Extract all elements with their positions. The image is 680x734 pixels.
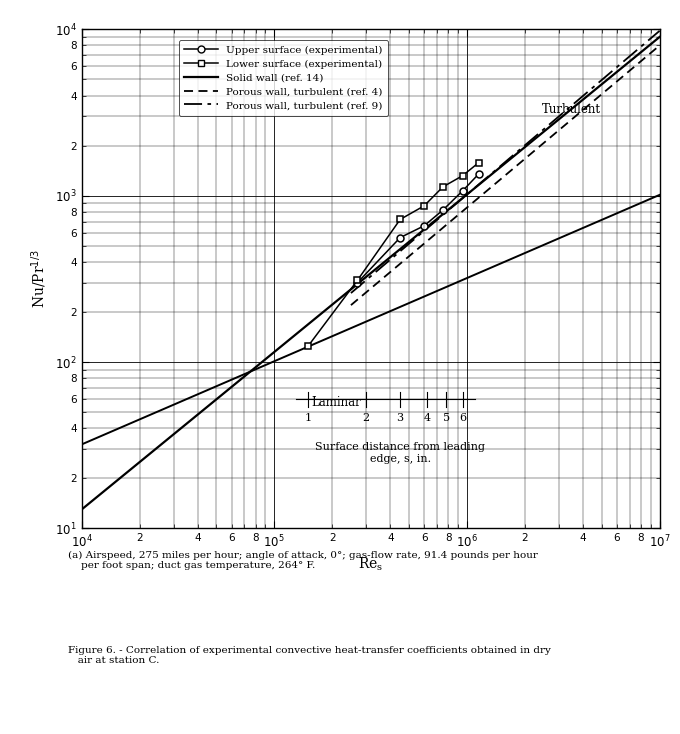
Text: Laminar: Laminar bbox=[311, 396, 360, 410]
Text: 6: 6 bbox=[459, 413, 466, 424]
Text: (a) Airspeed, 275 miles per hour; angle of attack, 0°; gas-flow rate, 91.4 pound: (a) Airspeed, 275 miles per hour; angle … bbox=[68, 550, 538, 570]
Text: Turbulent: Turbulent bbox=[542, 103, 601, 117]
Text: 1: 1 bbox=[305, 413, 311, 424]
X-axis label: Re$_\mathregular{s}$: Re$_\mathregular{s}$ bbox=[358, 556, 384, 573]
Legend: Upper surface (experimental), Lower surface (experimental), Solid wall (ref. 14): Upper surface (experimental), Lower surf… bbox=[180, 40, 388, 116]
Text: Surface distance from leading
edge, s, in.: Surface distance from leading edge, s, i… bbox=[315, 442, 485, 464]
Text: Figure 6. - Correlation of experimental convective heat-transfer coefficients ob: Figure 6. - Correlation of experimental … bbox=[68, 646, 551, 665]
Text: 2: 2 bbox=[362, 413, 370, 424]
Text: 5: 5 bbox=[443, 413, 449, 424]
Text: 3: 3 bbox=[396, 413, 404, 424]
Text: 4: 4 bbox=[424, 413, 430, 424]
Y-axis label: Nu/Pr$^{1/3}$: Nu/Pr$^{1/3}$ bbox=[30, 250, 50, 308]
